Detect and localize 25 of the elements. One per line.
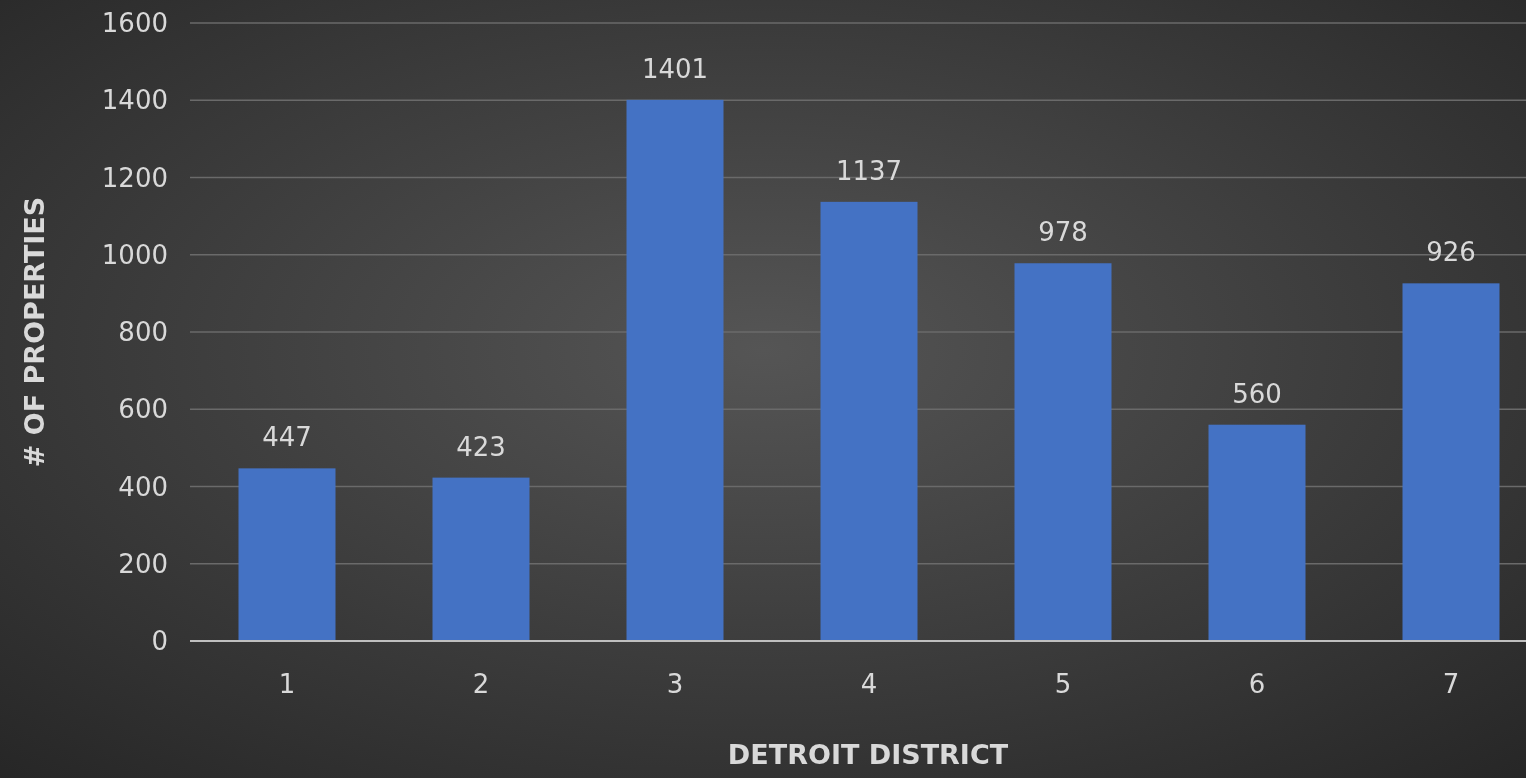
y-tick-label: 1000 — [101, 239, 168, 270]
x-tick-label: 1 — [278, 669, 296, 699]
x-tick-label: 7 — [1442, 669, 1460, 699]
x-tick-label: 4 — [860, 669, 878, 699]
x-tick-label: 2 — [472, 669, 490, 699]
y-axis-title: # OF PROPERTIES — [19, 196, 50, 468]
y-tick-label: 1200 — [101, 162, 168, 193]
y-tick-label: 1600 — [101, 8, 168, 39]
y-tick-label: 0 — [151, 626, 168, 657]
data-label: 978 — [1038, 217, 1088, 248]
x-axis-title: DETROIT DISTRICT — [727, 739, 1009, 770]
data-label: 423 — [456, 431, 506, 462]
data-label: 1137 — [835, 155, 903, 186]
y-tick-label: 800 — [118, 317, 168, 348]
x-tick-label: 5 — [1054, 669, 1072, 699]
y-tick-label: 400 — [118, 471, 168, 502]
x-tick-label: 3 — [666, 669, 684, 699]
y-tick-label: 200 — [118, 548, 168, 579]
y-tick-label: 600 — [118, 394, 168, 425]
x-tick-label: 6 — [1248, 669, 1266, 699]
data-label: 447 — [262, 422, 312, 453]
data-label: 926 — [1426, 237, 1476, 268]
data-label: 560 — [1232, 378, 1282, 409]
data-label: 1401 — [641, 53, 709, 84]
y-tick-label: 1400 — [101, 85, 168, 116]
